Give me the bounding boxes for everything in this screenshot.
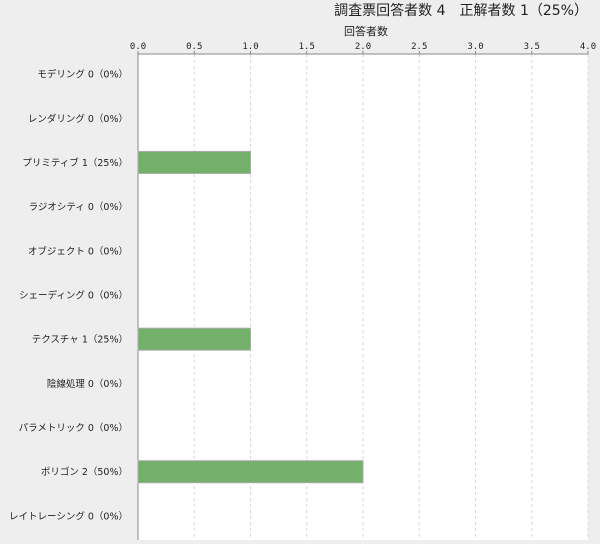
x-tick-label: 2.5 — [411, 42, 427, 52]
category-label: ポリゴン 2（50%） — [41, 466, 128, 478]
x-tick-label: 0.5 — [186, 42, 202, 52]
category-label: レンダリング 0（0%） — [28, 113, 128, 125]
x-axis-label: 回答者数 — [344, 25, 388, 38]
category-label: プリミティブ 1（25%） — [22, 157, 128, 169]
x-tick-label: 0.0 — [130, 42, 146, 52]
bar — [137, 327, 251, 351]
x-tick-label: 3.0 — [467, 42, 483, 52]
chart-title: 調査票回答者数 4 正解者数 1（25%） — [334, 3, 588, 19]
x-tick-label: 3.5 — [524, 42, 540, 52]
x-tick-label: 1.0 — [242, 42, 258, 52]
x-tick-label: 2.0 — [355, 42, 371, 52]
bar — [137, 460, 364, 484]
category-label: ラジオシティ 0（0%） — [29, 201, 128, 213]
category-label: レイトレーシング 0（0%） — [9, 510, 128, 522]
x-tick-label: 1.5 — [299, 42, 315, 52]
bar — [137, 150, 251, 174]
category-label: モデリング 0（0%） — [37, 69, 128, 81]
category-label: パラメトリック 0（0%） — [19, 422, 128, 434]
x-tick-label: 4.0 — [580, 42, 596, 52]
category-label: オブジェクト 0（0%） — [28, 245, 128, 257]
category-label: シェーディング 0（0%） — [19, 290, 128, 302]
category-label: テクスチャ 1（25%） — [32, 334, 128, 346]
category-label: 陰線処理 0（0%） — [47, 378, 128, 390]
